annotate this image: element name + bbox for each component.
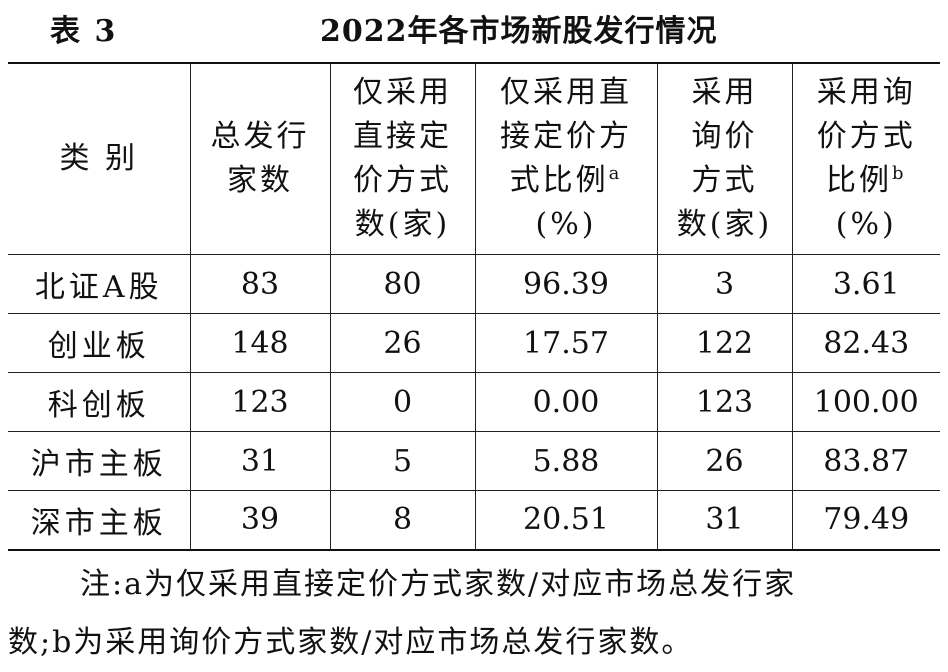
note-line: 数;b为采用询价方式家数/对应市场总发行家数。 <box>8 625 694 660</box>
cell-category: 科创板 <box>47 388 150 423</box>
footnote-marker-a: a <box>608 163 623 184</box>
table-title: 2022年各市场新股发行情况 <box>320 14 718 49</box>
table-label: 表 3 <box>50 14 118 49</box>
note-line: 注:a为仅采用直接定价方式家数/对应市场总发行家 <box>80 567 797 602</box>
table-title-row: 表 3 2022年各市场新股发行情况 <box>0 0 948 52</box>
cell-category: 北证A股 <box>34 270 163 305</box>
cell-category: 沪市主板 <box>30 447 167 482</box>
header-direct-count: 仅采用 直接定 价方式 数(家) <box>329 63 475 255</box>
header-inquiry-ratio-line: 比例b <box>793 159 941 203</box>
header-total: 总发行 家数 <box>189 63 330 255</box>
header-inquiry-count-line: 方式 <box>691 163 758 198</box>
cell-inquiry-count: 122 <box>656 313 792 373</box>
header-inquiry-ratio-text: 比例 <box>825 163 892 198</box>
header-inquiry-count-line: 数(家) <box>676 207 773 242</box>
header-inquiry-count-line: 采用 <box>691 75 758 110</box>
cell-category: 深市主板 <box>30 505 167 541</box>
cell-category: 创业板 <box>47 329 150 364</box>
header-inquiry-ratio-line: (%) <box>835 207 897 242</box>
cell-inquiry-ratio: 3.61 <box>791 254 940 314</box>
header-direct-count-line: 价方式 <box>353 163 452 198</box>
header-direct-count-line: 直接定 <box>353 119 452 154</box>
cell-direct-ratio: 20.51 <box>474 490 657 550</box>
cell-total: 123 <box>189 372 330 432</box>
table-row: 科创板 123 0 0.00 123 100.00 <box>8 372 940 432</box>
header-inquiry-ratio-line: 价方式 <box>816 119 916 154</box>
cell-inquiry-ratio: 79.49 <box>791 490 940 550</box>
header-direct-ratio-line: 接定价方 <box>500 119 632 154</box>
header-total-line: 总发行 <box>210 119 310 154</box>
cell-direct-ratio: 0.00 <box>474 372 657 432</box>
cell-direct-ratio: 96.39 <box>474 254 657 314</box>
table-row: 北证A股 83 80 96.39 3 3.61 <box>8 254 940 314</box>
cell-direct-ratio: 5.88 <box>474 431 657 491</box>
cell-total: 31 <box>189 431 330 491</box>
header-direct-ratio-line: 仅采用直 <box>500 75 632 110</box>
cell-inquiry-count: 26 <box>656 431 792 491</box>
cell-inquiry-ratio: 83.87 <box>791 431 940 491</box>
header-total-line: 家数 <box>227 163 293 198</box>
cell-direct-count: 5 <box>329 431 475 491</box>
header-inquiry-count-line: 询价 <box>691 119 758 154</box>
table-note: 注:a为仅采用直接定价方式家数/对应市场总发行家 数;b为采用询价方式家数/对应… <box>8 556 940 672</box>
header-inquiry-ratio-line: 采用询 <box>816 75 916 110</box>
header-direct-ratio-line: (%) <box>535 207 597 242</box>
cell-direct-count: 0 <box>329 372 475 432</box>
cell-direct-ratio: 17.57 <box>474 313 657 373</box>
header-inquiry-count: 采用 询价 方式 数(家) <box>656 63 792 255</box>
table-header-row: 类 别 总发行 家数 仅采用 直接定 价方式 数(家) 仅采用直 接定价方 式比… <box>8 63 940 255</box>
cell-total: 83 <box>189 254 330 314</box>
footnote-marker-b: b <box>891 163 907 184</box>
cell-inquiry-count: 123 <box>656 372 792 432</box>
header-direct-count-line: 仅采用 <box>353 75 452 110</box>
cell-total: 39 <box>189 490 330 550</box>
table-row: 沪市主板 31 5 5.88 26 83.87 <box>8 431 940 491</box>
header-category: 类 别 <box>59 141 139 176</box>
cell-direct-count: 80 <box>329 254 475 314</box>
cell-inquiry-count: 3 <box>656 254 792 314</box>
cell-inquiry-ratio: 100.00 <box>791 372 940 432</box>
header-direct-ratio: 仅采用直 接定价方 式比例a (%) <box>474 63 657 255</box>
cell-inquiry-ratio: 82.43 <box>791 313 940 373</box>
ipo-table: 类 别 总发行 家数 仅采用 直接定 价方式 数(家) 仅采用直 接定价方 式比… <box>8 62 940 551</box>
cell-direct-count: 26 <box>329 313 475 373</box>
header-inquiry-ratio: 采用询 价方式 比例b (%) <box>791 63 941 255</box>
cell-inquiry-count: 31 <box>656 490 792 550</box>
cell-direct-count: 8 <box>329 490 475 550</box>
header-direct-ratio-line: 式比例a <box>476 159 657 203</box>
table-row: 创业板 148 26 17.57 122 82.43 <box>8 313 940 373</box>
header-direct-ratio-text: 式比例 <box>509 163 609 198</box>
table-row: 深市主板 39 8 20.51 31 79.49 <box>8 490 940 550</box>
cell-total: 148 <box>189 313 330 373</box>
header-direct-count-line: 数(家) <box>354 207 451 242</box>
